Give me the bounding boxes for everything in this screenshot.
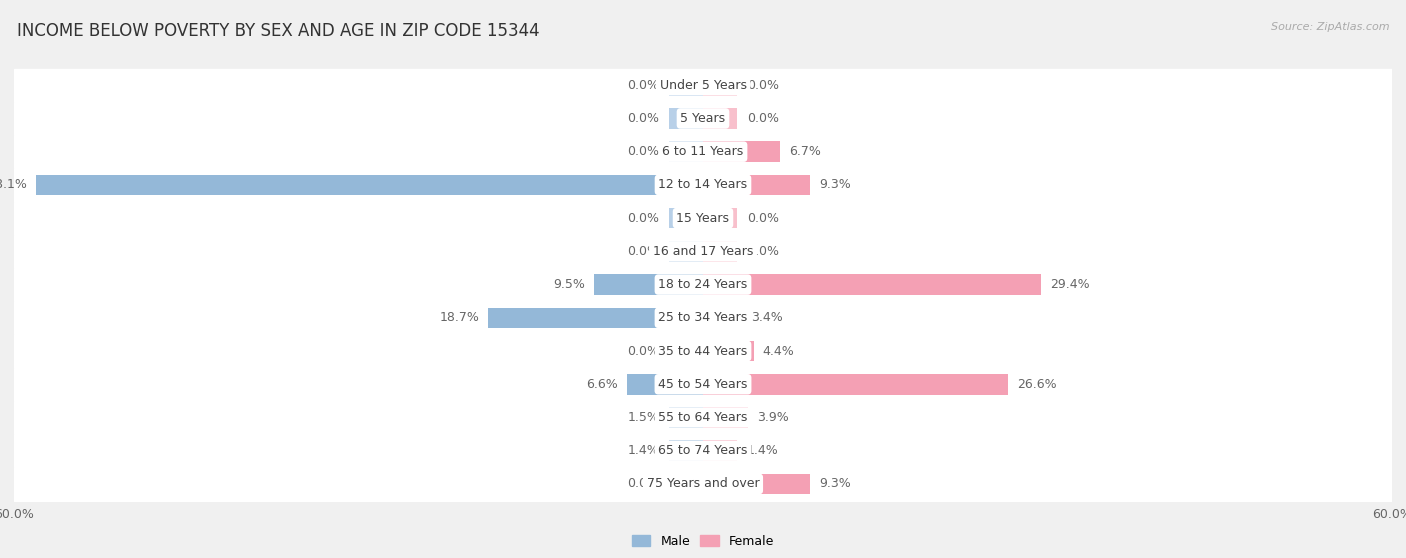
Bar	[14, 401, 1392, 434]
Text: 0.0%: 0.0%	[627, 79, 659, 92]
Text: 16 and 17 Years: 16 and 17 Years	[652, 245, 754, 258]
Text: 65 to 74 Years: 65 to 74 Years	[658, 444, 748, 457]
Text: 5 Years: 5 Years	[681, 112, 725, 125]
Bar	[703, 307, 742, 328]
Bar	[669, 75, 703, 95]
Bar	[14, 135, 1392, 169]
Bar	[669, 108, 703, 129]
Text: 58.1%: 58.1%	[0, 179, 27, 191]
Text: 0.0%: 0.0%	[627, 344, 659, 358]
Bar	[14, 368, 1392, 401]
Bar	[14, 169, 1392, 201]
Text: 4.4%: 4.4%	[762, 344, 794, 358]
Text: 1.5%: 1.5%	[627, 411, 659, 424]
Text: 26.6%: 26.6%	[1018, 378, 1057, 391]
Text: 1.4%: 1.4%	[747, 444, 779, 457]
Text: Source: ZipAtlas.com: Source: ZipAtlas.com	[1271, 22, 1389, 32]
Text: 0.0%: 0.0%	[627, 478, 659, 490]
Text: 0.0%: 0.0%	[747, 245, 779, 258]
Bar	[703, 141, 780, 162]
Text: 29.4%: 29.4%	[1050, 278, 1090, 291]
Bar	[669, 241, 703, 262]
Bar	[593, 275, 703, 295]
Bar	[703, 175, 810, 195]
Text: 0.0%: 0.0%	[747, 79, 779, 92]
Bar	[703, 275, 1040, 295]
Text: 25 to 34 Years: 25 to 34 Years	[658, 311, 748, 324]
Text: 18.7%: 18.7%	[439, 311, 479, 324]
Text: 1.4%: 1.4%	[627, 444, 659, 457]
Text: 6 to 11 Years: 6 to 11 Years	[662, 145, 744, 158]
Text: 12 to 14 Years: 12 to 14 Years	[658, 179, 748, 191]
Bar	[703, 474, 810, 494]
Text: 3.4%: 3.4%	[751, 311, 783, 324]
Bar	[703, 241, 738, 262]
Text: Under 5 Years: Under 5 Years	[659, 79, 747, 92]
Text: 15 Years: 15 Years	[676, 211, 730, 225]
Bar	[14, 434, 1392, 467]
Text: 18 to 24 Years: 18 to 24 Years	[658, 278, 748, 291]
Bar	[669, 141, 703, 162]
Bar	[37, 175, 703, 195]
Text: 6.6%: 6.6%	[586, 378, 619, 391]
Text: 9.5%: 9.5%	[553, 278, 585, 291]
Bar	[14, 268, 1392, 301]
Bar	[703, 374, 1008, 395]
Text: 0.0%: 0.0%	[747, 112, 779, 125]
Bar	[703, 108, 738, 129]
Bar	[488, 307, 703, 328]
Text: 0.0%: 0.0%	[627, 211, 659, 225]
Bar	[703, 407, 748, 428]
Text: 55 to 64 Years: 55 to 64 Years	[658, 411, 748, 424]
Text: 6.7%: 6.7%	[789, 145, 821, 158]
Bar	[669, 474, 703, 494]
Text: 0.0%: 0.0%	[627, 112, 659, 125]
Text: 0.0%: 0.0%	[747, 211, 779, 225]
Text: 3.9%: 3.9%	[756, 411, 789, 424]
Text: 9.3%: 9.3%	[818, 478, 851, 490]
Text: 0.0%: 0.0%	[627, 245, 659, 258]
Bar	[703, 208, 738, 228]
Bar	[703, 75, 738, 95]
Bar	[703, 341, 754, 362]
Bar	[14, 301, 1392, 334]
Bar	[14, 201, 1392, 235]
Text: 75 Years and over: 75 Years and over	[647, 478, 759, 490]
Bar	[14, 467, 1392, 501]
Bar	[14, 334, 1392, 368]
Bar	[703, 440, 738, 461]
Text: 35 to 44 Years: 35 to 44 Years	[658, 344, 748, 358]
Bar	[669, 208, 703, 228]
Text: 45 to 54 Years: 45 to 54 Years	[658, 378, 748, 391]
Bar	[669, 440, 703, 461]
Bar	[14, 102, 1392, 135]
Legend: Male, Female: Male, Female	[627, 530, 779, 552]
Text: 0.0%: 0.0%	[627, 145, 659, 158]
Bar	[14, 235, 1392, 268]
Text: 9.3%: 9.3%	[818, 179, 851, 191]
Bar	[669, 407, 703, 428]
Text: INCOME BELOW POVERTY BY SEX AND AGE IN ZIP CODE 15344: INCOME BELOW POVERTY BY SEX AND AGE IN Z…	[17, 22, 540, 40]
Bar	[14, 69, 1392, 102]
Bar	[669, 341, 703, 362]
Bar	[627, 374, 703, 395]
